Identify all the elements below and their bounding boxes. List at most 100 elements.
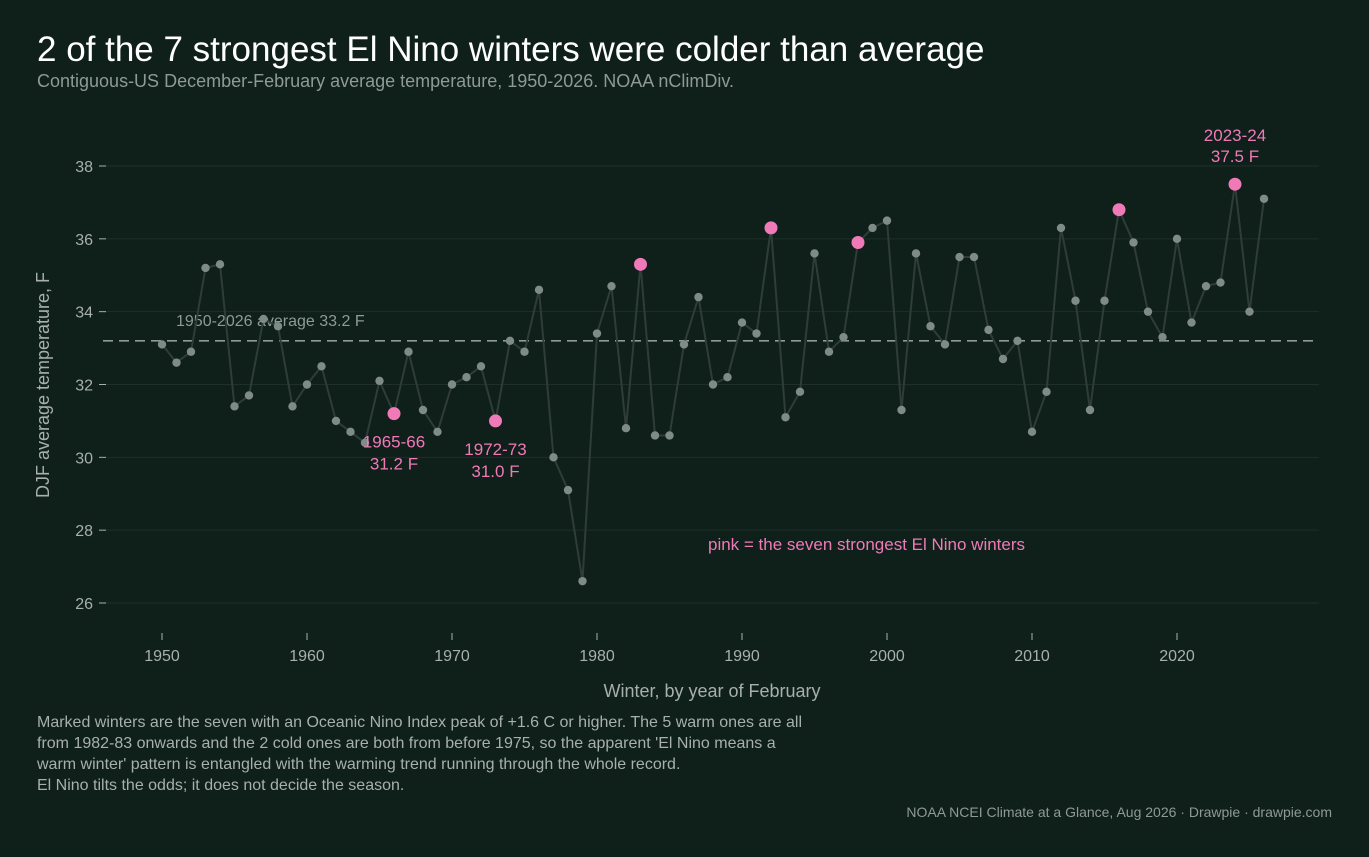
y-tick-label: 38 [75,159,93,176]
data-point [1027,427,1037,437]
data-point [186,347,196,356]
data-point [781,413,790,422]
data-point [1129,238,1138,247]
y-tick-label: 30 [75,450,93,467]
data-point [897,405,906,415]
data-point [331,416,341,426]
data-point [1100,296,1109,305]
data-point [404,347,413,356]
data-point [650,431,660,440]
data-point [549,453,558,462]
line-chart: 1950-2026 average 33.2 F 26283032343638 … [33,126,1319,701]
data-point [230,402,239,411]
data-point [418,405,428,415]
data-point-el-nino [489,414,502,428]
y-tick-label: 32 [75,378,93,395]
legend-note: pink = the seven strongest El Nino winte… [708,535,1025,554]
annotation-value: 31.0 F [471,462,519,481]
grid-lines [103,165,1319,604]
data-point [346,427,355,437]
data-point-el-nino [634,257,647,271]
x-tick-label: 1960 [289,648,325,665]
data-point [563,485,573,495]
x-tick-label: 2000 [869,648,905,665]
data-point [955,252,964,262]
data-point [1216,278,1225,287]
average-label: 1950-2026 average 33.2 F [176,313,365,330]
data-point [984,325,993,335]
data-point [752,329,761,338]
data-point [215,260,225,269]
x-tick-label: 1970 [434,648,470,665]
data-point [1187,318,1196,327]
data-point [1158,332,1167,342]
data-point [621,424,631,433]
data-point [1042,387,1051,396]
y-tick-label: 36 [75,232,93,249]
annotation-value: 31.2 F [370,455,418,474]
chart-subtitle: Contiguous-US December-February average … [37,71,734,91]
data-point-el-nino [1228,177,1242,191]
data-point [1143,307,1153,316]
y-axis-label: DJF average temperature, F [33,272,53,498]
data-point [302,380,312,389]
data-point [679,340,689,349]
data-point [940,340,950,349]
data-point [694,292,703,302]
x-tick-label: 2020 [1159,648,1195,665]
data-point [288,402,297,411]
x-axis: 1950 1960 1970 1980 1990 2000 2010 2020 [144,633,1195,665]
data-point [969,252,979,262]
x-tick-label: 1950 [144,648,180,665]
data-point [476,362,486,371]
data-point [1259,194,1269,203]
data-points [157,177,1269,586]
x-tick-label: 2010 [1014,648,1050,665]
x-axis-label: Winter, by year of February [603,681,820,701]
data-point [1172,234,1182,244]
source-credit: NOAA NCEI Climate at a Glance, Aug 2026 … [906,804,1332,820]
data-point [360,438,370,447]
footnote-line: Marked winters are the seven with an Oce… [37,714,802,731]
data-point [665,431,674,440]
data-point [1013,336,1022,345]
footnote-line: warm winter' pattern is entangled with t… [37,756,681,773]
data-point [592,329,602,338]
annotation-season: 2023-24 [1204,126,1266,145]
data-point [534,285,544,295]
data-point [1245,307,1254,316]
data-point-el-nino [1112,203,1126,217]
data-point [505,336,515,345]
data-point [157,340,167,349]
data-point [795,387,805,396]
chart-title: 2 of the 7 strongest El Nino winters wer… [37,30,985,69]
data-point [708,380,718,389]
data-point [273,322,283,331]
data-point [926,322,935,331]
data-point [1071,296,1080,305]
x-tick-label: 1980 [579,648,615,665]
data-point-el-nino [387,407,401,421]
data-point-el-nino [851,235,865,249]
annotation-season: 1965-66 [363,433,425,452]
footnote-line: El Nino tilts the odds; it does not deci… [37,777,405,794]
data-point [737,318,747,327]
data-point [882,216,892,225]
data-point [201,263,210,273]
data-point [723,373,732,382]
annotations: 1965-66 31.2 F 1972-73 31.0 F 2023-24 37.5 F [363,126,1266,481]
footnote-line: from 1982-83 onwards and the 2 cold ones… [37,735,776,752]
data-point [433,427,442,437]
annotation-value: 37.5 F [1211,147,1259,166]
data-point [1085,405,1095,415]
data-point [810,249,819,258]
average-reference: 1950-2026 average 33.2 F [103,313,1319,342]
y-tick-label: 28 [75,523,93,540]
data-point [520,347,529,356]
footnote: Marked winters are the seven with an Oce… [37,712,897,796]
data-point [998,354,1008,364]
data-point-el-nino [764,221,778,235]
data-point [375,376,384,386]
data-point [911,249,921,258]
data-point [824,347,834,356]
